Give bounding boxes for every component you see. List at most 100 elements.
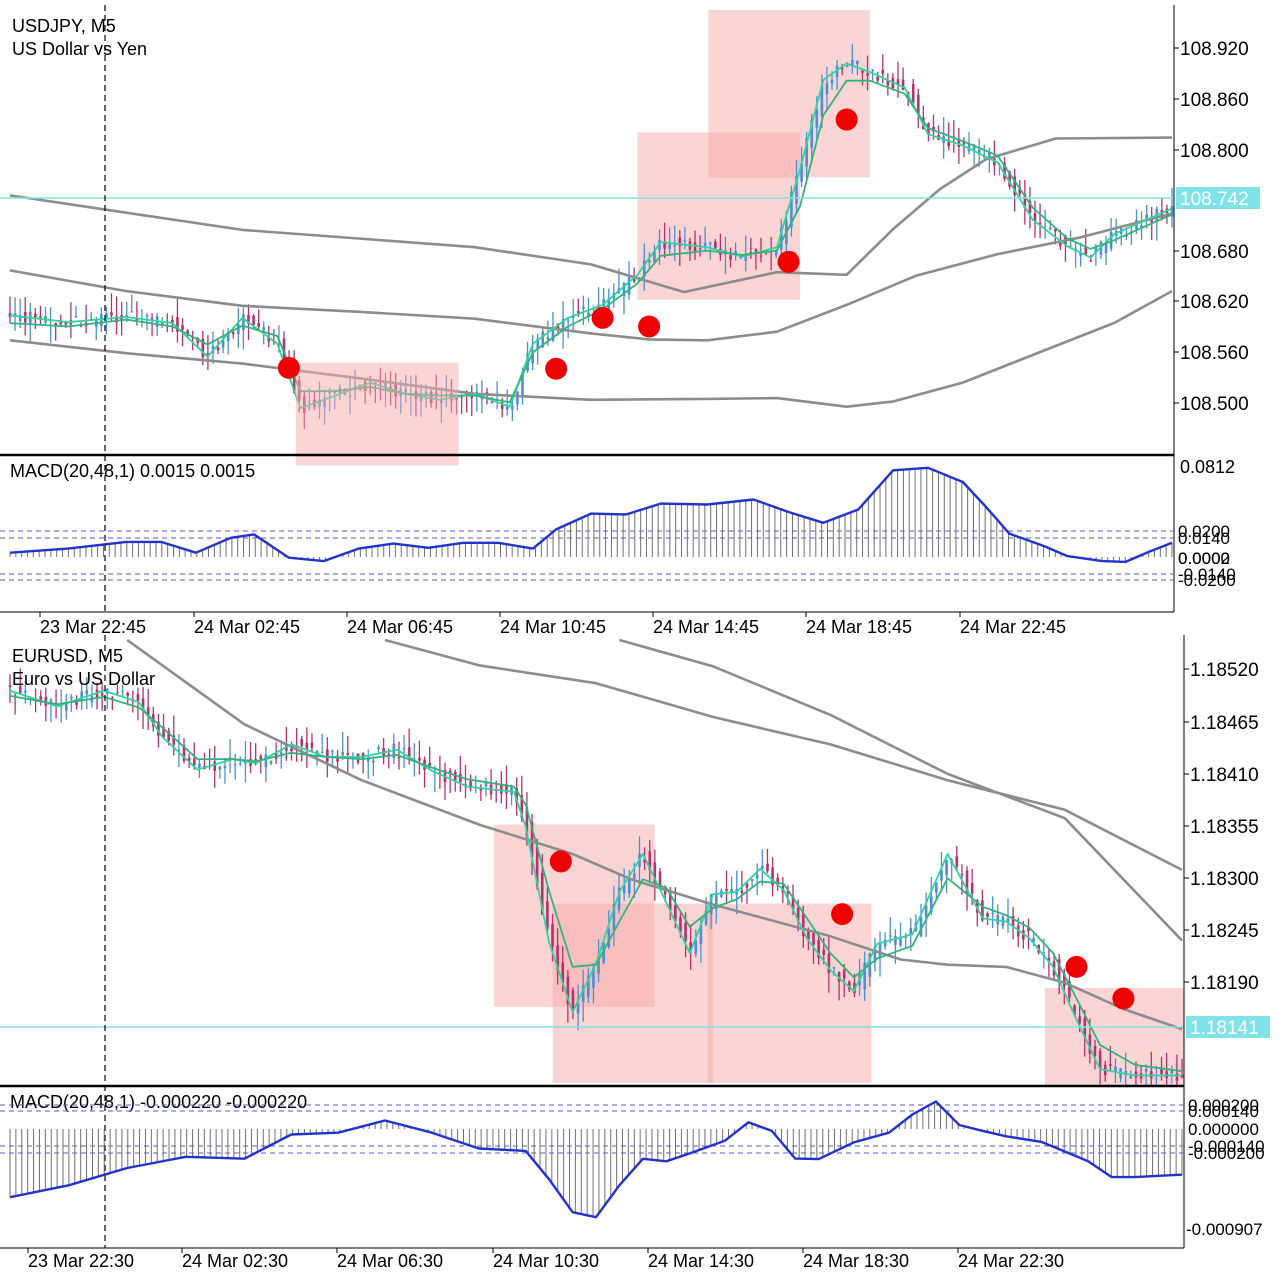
candle-body [1048, 227, 1052, 230]
candle-body [145, 314, 149, 317]
macd-signal-line [9, 466, 1173, 564]
candle-body [627, 879, 631, 894]
time-tick-label: 24 Mar 18:45 [806, 617, 912, 637]
time-tick-label: 24 Mar 10:30 [493, 1251, 599, 1271]
signal-zone [552, 903, 714, 1083]
candle-body [632, 277, 636, 282]
time-tick-label: 24 Mar 22:45 [960, 617, 1066, 637]
candle-body [216, 347, 220, 350]
candle-body [805, 137, 808, 167]
candle-body [729, 255, 732, 260]
signal-dot [549, 850, 572, 873]
candle-body [955, 856, 959, 867]
candle-body [295, 744, 298, 746]
candle-body [622, 885, 626, 894]
macd-level-label: 0.000140 [1188, 1102, 1259, 1121]
candle-body [848, 981, 851, 990]
candle-body [896, 79, 900, 85]
candle-body [766, 863, 769, 872]
candle-body [932, 126, 935, 132]
candle-body [453, 771, 457, 782]
candle-body [64, 322, 68, 325]
candle-body [75, 700, 78, 705]
candle-body [871, 69, 874, 71]
time-tick-label: 24 Mar 06:45 [347, 617, 453, 637]
candle-body [1047, 957, 1051, 961]
signal-dot [591, 306, 614, 329]
candle-body [237, 324, 240, 335]
candle-body [54, 323, 57, 327]
candle-body [387, 753, 391, 755]
candle-body [1053, 229, 1057, 232]
candle-body [888, 935, 892, 937]
candle-body [643, 858, 646, 863]
candle-body [485, 392, 489, 394]
candle-body [801, 912, 805, 937]
candle-body [876, 77, 879, 81]
candle-body [1088, 1034, 1092, 1054]
moving-average-line [9, 79, 1173, 404]
candle-body [1033, 213, 1037, 222]
candle-body [13, 695, 17, 697]
candle-body [571, 989, 575, 1010]
candle-body [413, 758, 416, 760]
macd-axis-max: 0.0812 [1180, 457, 1235, 477]
candle-body [310, 742, 314, 748]
candle-body [945, 860, 948, 876]
candle-body [689, 942, 692, 952]
macd-level-label: 0.0200 [1178, 522, 1230, 541]
candle-body [1160, 1068, 1163, 1074]
candle-body [699, 923, 703, 945]
candle-body [546, 901, 549, 929]
candle-body [336, 755, 339, 762]
candle-body [612, 903, 616, 931]
candle-body [1109, 1064, 1112, 1066]
candle-body [95, 689, 99, 699]
candle-body [1073, 1005, 1076, 1015]
candle-body [402, 747, 406, 750]
candle-body [372, 760, 375, 763]
candle-body [187, 757, 191, 762]
candle-body [962, 141, 966, 145]
price-tick-label: 108.920 [1180, 39, 1249, 60]
candle-body [34, 313, 37, 318]
signal-dot [835, 108, 858, 131]
candle-body [292, 367, 296, 393]
candle-body [259, 756, 263, 760]
candle-body [459, 773, 462, 783]
time-tick-label: 24 Mar 10:45 [500, 617, 606, 637]
candle-body [546, 337, 550, 340]
candle-body [44, 696, 48, 706]
candle-body [223, 766, 227, 769]
candle-body [290, 748, 293, 752]
candle-body [556, 323, 560, 330]
candle-body [233, 764, 237, 766]
candle-body [845, 66, 849, 68]
candle-body [832, 967, 836, 969]
candle-body [750, 879, 754, 882]
candle-body [257, 323, 260, 327]
candle-body [556, 945, 559, 970]
candle-body [981, 900, 984, 921]
eurusd-chart: 1.18520 1.18465 1.18410 1.18355 1.18300 1.182… [0, 635, 1270, 1271]
candle-body [924, 905, 928, 918]
candle-body [1027, 927, 1030, 932]
signal-zone [708, 10, 870, 178]
candle-body [1028, 200, 1032, 213]
candle-body [704, 910, 708, 925]
candle-body [505, 405, 509, 410]
candle-body [366, 758, 370, 762]
candle-body [740, 890, 744, 893]
candle-body [561, 962, 565, 983]
candle-body [678, 237, 682, 247]
envelope-line [619, 638, 1183, 942]
candle-body [642, 260, 646, 277]
current-price-badge [1176, 187, 1260, 209]
candle-body [827, 954, 831, 974]
candle-body [1003, 163, 1006, 180]
candle-body [878, 942, 882, 958]
candle-body [530, 821, 534, 858]
candle-body [150, 318, 154, 320]
candle-body [1011, 916, 1015, 926]
candle-body [755, 874, 759, 879]
